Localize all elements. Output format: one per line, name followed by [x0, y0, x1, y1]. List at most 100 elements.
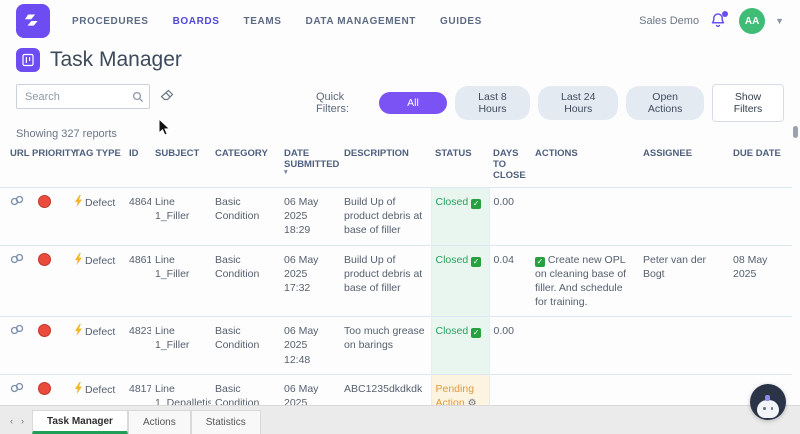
robot-face-icon: [757, 400, 779, 418]
tag-type-cell: Defect: [70, 317, 125, 375]
col-id[interactable]: ID: [125, 144, 151, 188]
assignee-cell: Peter van der Bogt: [639, 245, 729, 317]
col-due-date[interactable]: DUE DATE: [729, 144, 792, 188]
row-link-icon[interactable]: [0, 245, 28, 317]
tab-prev-icon[interactable]: ‹: [10, 416, 13, 426]
tab-statistics[interactable]: Statistics: [191, 410, 261, 434]
mouse-cursor: [158, 118, 171, 142]
due-date-cell: 08 May 2025: [729, 245, 792, 317]
vertical-scrollbar-thumb[interactable]: [793, 126, 798, 138]
priority-dot-red: [38, 382, 51, 395]
col-actions[interactable]: ACTIONS: [531, 144, 639, 188]
status-badge: Closed ✓: [431, 245, 489, 317]
filter-all-button[interactable]: All: [379, 92, 447, 114]
due-date-cell: [729, 317, 792, 375]
search-wrap: [16, 84, 150, 109]
assignee-cell: [639, 188, 729, 246]
top-nav: PROCEDURES BOARDS TEAMS DATA MANAGEMENT …: [0, 0, 800, 42]
priority-dot-red: [38, 324, 51, 337]
tag-type-cell: Defect: [70, 245, 125, 317]
nav-data-management[interactable]: DATA MANAGEMENT: [306, 16, 416, 27]
notification-bell-icon[interactable]: [709, 11, 729, 31]
table-row: Defect4823Line 1_FillerBasic Condition06…: [0, 317, 792, 375]
clear-search-eraser-icon[interactable]: [160, 89, 174, 107]
col-priority[interactable]: PRIORITY: [28, 144, 70, 188]
description-cell: Build Up of product debris at base of fi…: [340, 188, 431, 246]
col-assignee[interactable]: ASSIGNEE: [639, 144, 729, 188]
tab-scroll-arrows: ‹ ›: [0, 416, 32, 434]
account-chevron-down-icon[interactable]: ▼: [775, 16, 784, 26]
table-row: Defect4864Line 1_FillerBasic Condition06…: [0, 188, 792, 246]
table-row: Defect4861Line 1_FillerBasic Condition06…: [0, 245, 792, 317]
nav-procedures[interactable]: PROCEDURES: [72, 16, 149, 27]
col-status[interactable]: STATUS: [431, 144, 489, 188]
days-to-close-cell: 0.04: [489, 245, 531, 317]
category-cell: Basic Condition: [211, 188, 280, 246]
col-subject[interactable]: SUBJECT: [151, 144, 211, 188]
app-logo-icon[interactable]: [16, 4, 50, 38]
due-date-cell: [729, 188, 792, 246]
date-submitted-cell: 06 May 202512:48: [280, 317, 340, 375]
user-avatar[interactable]: AA: [739, 8, 765, 34]
closed-check-icon: ✓: [471, 199, 481, 209]
show-filters-button[interactable]: Show Filters: [712, 84, 784, 122]
task-manager-board-icon: [16, 48, 40, 72]
id-cell: 4861: [125, 245, 151, 317]
tab-task-manager[interactable]: Task Manager: [32, 410, 128, 434]
sort-desc-icon: ▾: [284, 170, 336, 175]
closed-check-icon: ✓: [471, 257, 481, 267]
search-input[interactable]: [16, 84, 150, 109]
filter-last-24-hours-button[interactable]: Last 24 Hours: [538, 86, 618, 120]
id-cell: 4864: [125, 188, 151, 246]
priority-indicator: [28, 188, 70, 246]
days-to-close-cell: 0.00: [489, 188, 531, 246]
app-window: PROCEDURES BOARDS TEAMS DATA MANAGEMENT …: [0, 0, 800, 434]
table-header-row: URL PRIORITY TAG TYPE ID SUBJECT CATEGOR…: [0, 144, 792, 188]
description-cell: Build Up of product debris at base of fi…: [340, 245, 431, 317]
col-category[interactable]: CATEGORY: [211, 144, 280, 188]
days-to-close-cell: 0.00: [489, 317, 531, 375]
category-cell: Basic Condition: [211, 245, 280, 317]
col-url[interactable]: URL: [0, 144, 28, 188]
filter-open-actions-button[interactable]: Open Actions: [626, 86, 704, 120]
toolbar: Quick Filters: All Last 8 Hours Last 24 …: [0, 80, 800, 122]
filter-last-8-hours-button[interactable]: Last 8 Hours: [455, 86, 530, 120]
assignee-cell: [639, 317, 729, 375]
status-badge: Closed ✓: [431, 317, 489, 375]
main-menu: PROCEDURES BOARDS TEAMS DATA MANAGEMENT …: [72, 16, 639, 27]
row-link-icon[interactable]: [0, 317, 28, 375]
row-link-icon[interactable]: [0, 188, 28, 246]
chat-assistant-widget[interactable]: [750, 384, 786, 420]
col-description[interactable]: DESCRIPTION: [340, 144, 431, 188]
account-name: Sales Demo: [639, 15, 699, 27]
actions-cell: ✓ Create new OPL on cleaning base of fil…: [531, 245, 639, 317]
col-days-to-close[interactable]: DAYS TO CLOSE: [489, 144, 531, 188]
col-tag-type[interactable]: TAG TYPE: [70, 144, 125, 188]
category-cell: Basic Condition: [211, 317, 280, 375]
tab-actions[interactable]: Actions: [128, 410, 191, 434]
description-cell: Too much grease on barings: [340, 317, 431, 375]
nav-teams[interactable]: TEAMS: [244, 16, 282, 27]
action-check-icon: ✓: [535, 257, 545, 267]
search-icon: [132, 90, 144, 108]
col-date-submitted[interactable]: DATE SUBMITTED▾: [280, 144, 340, 188]
date-submitted-cell: 06 May 202518:29: [280, 188, 340, 246]
sheet-tab-bar: ‹ › Task Manager Actions Statistics: [0, 405, 800, 434]
id-cell: 4823: [125, 317, 151, 375]
nav-guides[interactable]: GUIDES: [440, 16, 482, 27]
quick-filters-label: Quick Filters:: [316, 91, 367, 115]
priority-dot-red: [38, 253, 51, 266]
title-row: Task Manager: [0, 42, 800, 80]
tag-type-cell: Defect: [70, 188, 125, 246]
priority-dot-red: [38, 195, 51, 208]
tab-next-icon[interactable]: ›: [21, 416, 24, 426]
quick-filters: Quick Filters: All Last 8 Hours Last 24 …: [316, 84, 784, 122]
date-submitted-cell: 06 May 202517:32: [280, 245, 340, 317]
subject-cell: Line 1_Filler: [151, 317, 211, 375]
status-badge: Closed ✓: [431, 188, 489, 246]
nav-boards[interactable]: BOARDS: [173, 16, 220, 27]
page-title: Task Manager: [50, 48, 182, 72]
nav-right: Sales Demo AA ▼: [639, 8, 784, 34]
priority-indicator: [28, 317, 70, 375]
notification-dot: [722, 11, 728, 17]
